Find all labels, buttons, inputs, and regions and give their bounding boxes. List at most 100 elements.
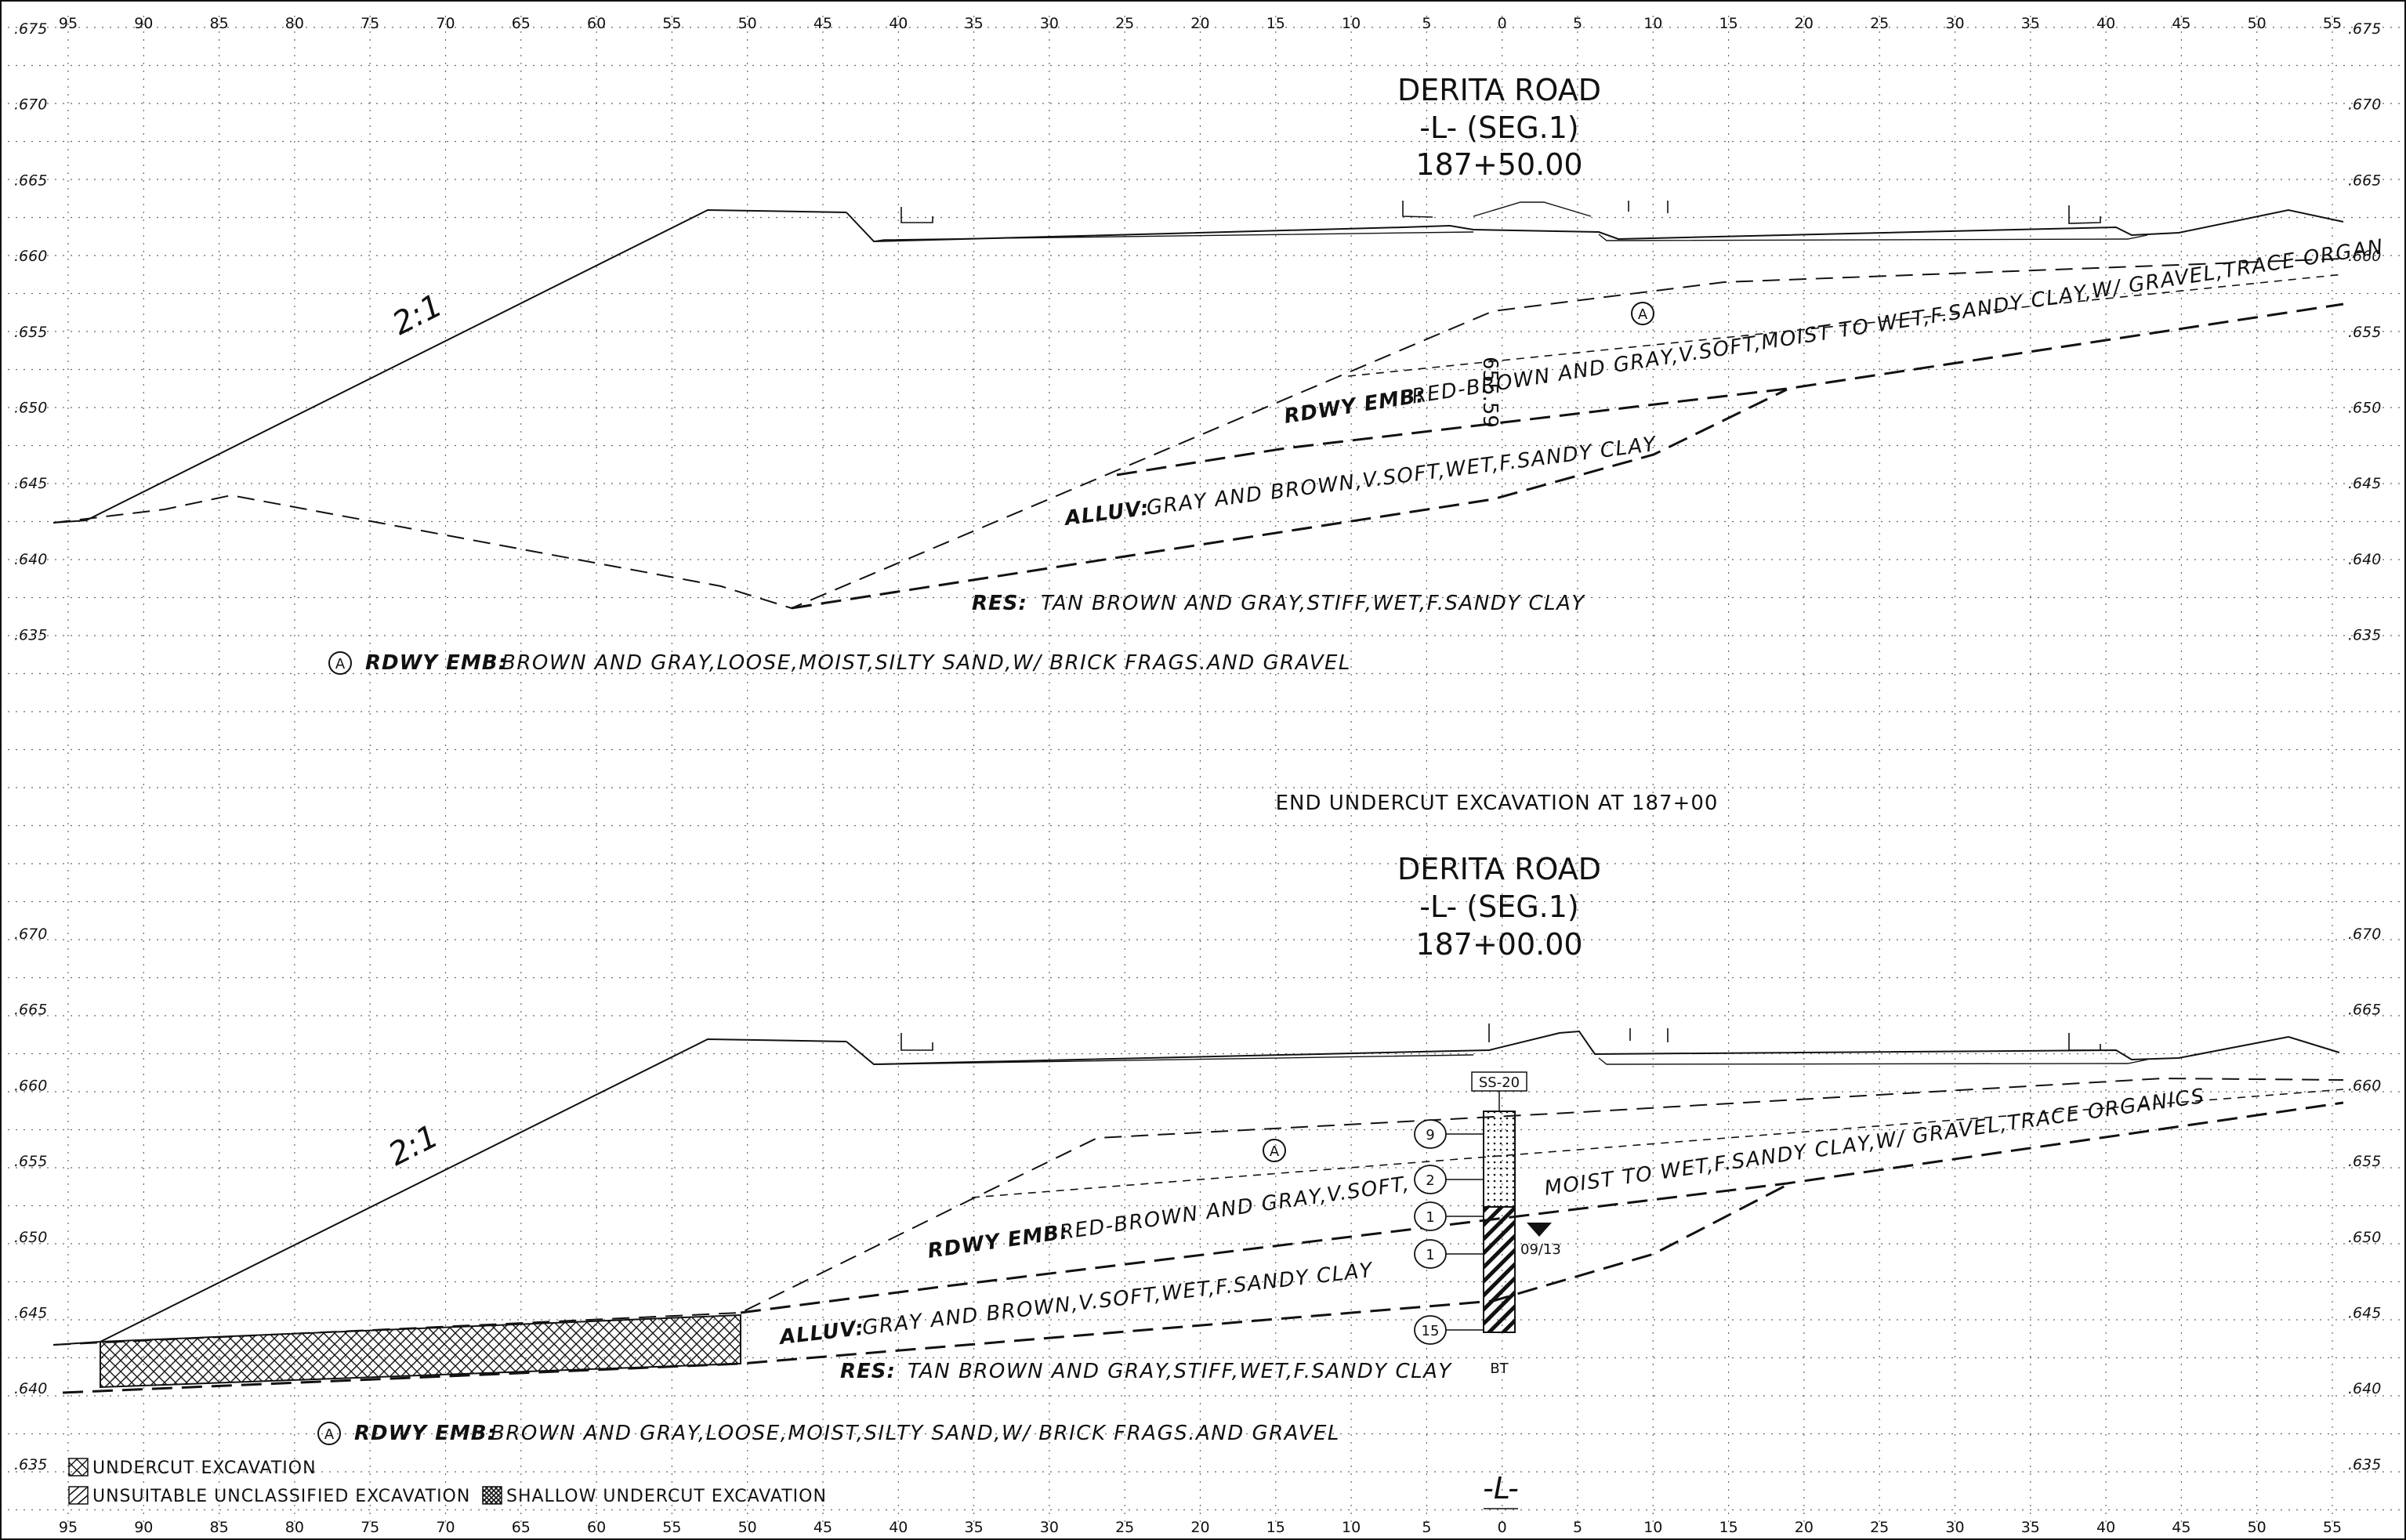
x-tick-label: 90 <box>134 1519 153 1536</box>
blow-count-circle <box>1414 1315 1447 1345</box>
elevation-label: .660 <box>2348 248 2381 265</box>
x-tick-label: 60 <box>587 1519 606 1536</box>
x-tick-label: 25 <box>1115 15 1134 32</box>
roadway-surface <box>846 208 2344 243</box>
rdwy-emb-label: RDWY EMB: RED-BROWN AND GRAY,V.SOFT,MOIS… <box>1282 235 2385 429</box>
roadway-subgrade <box>874 1054 2148 1065</box>
legend-undercut-swatch <box>68 1458 89 1477</box>
elevation-label: .635 <box>2348 627 2381 644</box>
legend-unsuitable-label: UNSUITABLE UNCLASSIFIED EXCAVATION <box>92 1487 470 1506</box>
elevation-labels-upper: .675 .675 .670 .670 .665 .665 .660 .660 .655 .655… <box>14 20 2381 644</box>
x-tick-label: 75 <box>361 1519 379 1536</box>
x-tick-label: 0 <box>1498 15 1507 32</box>
elevation-label: .665 <box>2348 1002 2381 1019</box>
x-tick-label: 5 <box>1422 15 1431 32</box>
alluvium-top <box>1116 303 2344 476</box>
x-tick-label: 40 <box>2096 1519 2115 1536</box>
x-axis-bottom: 95 90 85 80 75 70 65 60 55 50 45 40 35 30 25 20 15 10 5 0 5 1… <box>59 1519 2342 1536</box>
x-tick-label: 65 <box>512 15 531 32</box>
x-tick-label: 55 <box>2323 15 2342 32</box>
elevation-label: .670 <box>14 926 47 943</box>
water-table-date: 09/13 <box>1520 1241 1561 1258</box>
x-tick-label: 30 <box>1945 15 1964 32</box>
x-tick-label: 30 <box>1040 1519 1059 1536</box>
rdwy-emb-text: RED-BROWN AND GRAY,V.SOFT,MOIST TO WET,F… <box>1411 235 2386 409</box>
fill-slope-line <box>53 1038 847 1346</box>
x-tick-label: 85 <box>210 1519 229 1536</box>
roadway-surface <box>846 1030 2340 1066</box>
elevation-label: .640 <box>14 1380 47 1397</box>
x-tick-label: 45 <box>813 1519 832 1536</box>
blow-count-circle <box>1414 1201 1447 1231</box>
x-tick-label: 35 <box>965 15 984 32</box>
res-text: TAN BROWN AND GRAY,STIFF,WET,F.SANDY CLA… <box>1041 592 1585 615</box>
x-tick-label: 85 <box>210 15 229 32</box>
section-subtitle: -L- (SEG.1) <box>1419 111 1579 145</box>
x-tick-label: 15 <box>1719 1519 1738 1536</box>
elevation-label: .640 <box>14 551 47 568</box>
alluvium-top <box>740 1101 2344 1314</box>
x-tick-label: 40 <box>889 15 908 32</box>
x-tick-label: 90 <box>134 15 153 32</box>
boring-id-box <box>1471 1071 1527 1092</box>
marker-a <box>1263 1139 1286 1162</box>
elevation-label: .640 <box>2348 551 2381 568</box>
x-tick-label: 65 <box>512 1519 531 1536</box>
x-axis-top: 95 90 85 80 75 70 65 60 55 50 45 40 35 30 25 20 15 10 5 0 5 1… <box>59 15 2342 32</box>
x-tick-label: 50 <box>738 1519 757 1536</box>
undercut-excavation-area <box>100 1314 741 1389</box>
x-tick-label: 15 <box>1266 15 1285 32</box>
note-a-marker <box>328 651 352 675</box>
note-a-tag: RDWY EMB: <box>354 1422 496 1445</box>
note-a-tag: RDWY EMB: <box>365 651 507 675</box>
fill-slope-line <box>53 208 847 524</box>
blow-count-value: 2 <box>1426 1172 1434 1189</box>
x-tick-label: 10 <box>1643 1519 1662 1536</box>
elevation-label: .635 <box>14 627 47 644</box>
x-tick-label: 5 <box>1573 1519 1582 1536</box>
residuum-top <box>791 388 1788 610</box>
vertical-elevation-note: 655.59 <box>1478 357 1502 428</box>
note-a-marker-letter: A <box>324 1426 335 1443</box>
alluv-text: GRAY AND BROWN,V.SOFT,WET,F.SANDY CLAY <box>1145 433 1658 520</box>
blow-count-circle <box>1414 1239 1447 1269</box>
x-tick-label: 55 <box>2323 1519 2342 1536</box>
x-tick-label: 5 <box>1573 15 1582 32</box>
boring-fill-layer <box>1483 1111 1516 1208</box>
x-tick-label: 80 <box>285 1519 304 1536</box>
alluv-tag: ALLUV: <box>777 1317 865 1350</box>
x-tick-label: 60 <box>587 15 606 32</box>
elevation-label: .675 <box>2348 20 2381 38</box>
legend-shallow-swatch <box>482 1486 502 1505</box>
x-tick-label: 35 <box>965 1519 984 1536</box>
curb-gutter <box>900 1024 2101 1051</box>
legend-undercut-label: UNDERCUT EXCAVATION <box>92 1458 317 1478</box>
section-title: DERITA ROAD <box>1397 73 1601 107</box>
layer-a-boundary <box>971 1089 2344 1198</box>
elevation-label: .660 <box>14 1077 47 1094</box>
x-tick-label: 35 <box>2021 15 2040 32</box>
elevation-label: .650 <box>2348 1229 2381 1246</box>
x-tick-label: 35 <box>2021 1519 2040 1536</box>
res-tag: RES: <box>840 1360 896 1383</box>
x-tick-label: 20 <box>1190 15 1209 32</box>
section-lower: DERITA ROAD -L- (SEG.1) 187+00.00 2:1 A … <box>53 852 2344 1445</box>
curb-gutter <box>900 201 2101 224</box>
section-subtitle: -L- (SEG.1) <box>1419 890 1579 924</box>
elevation-label: .660 <box>2348 1077 2381 1094</box>
elevation-label: .645 <box>14 1305 47 1322</box>
elevation-label: .665 <box>2348 172 2381 189</box>
elevation-label: .655 <box>2348 324 2381 341</box>
elevation-label: .645 <box>14 475 47 492</box>
elevation-label: .660 <box>14 248 47 265</box>
elevation-label: .665 <box>14 1002 47 1019</box>
section-upper: DERITA ROAD -L- (SEG.1) 187+50.00 2:1 A … <box>53 73 2386 675</box>
x-tick-label: 50 <box>2248 1519 2266 1536</box>
alluv-label: ALLUV: GRAY AND BROWN,V.SOFT,WET,F.SANDY… <box>1062 433 1658 531</box>
alluv-tag: ALLUV: <box>1062 497 1150 531</box>
blow-count-value: 1 <box>1426 1209 1434 1226</box>
boring-bottom: BT <box>1490 1361 1509 1377</box>
marker-a <box>1631 302 1654 325</box>
